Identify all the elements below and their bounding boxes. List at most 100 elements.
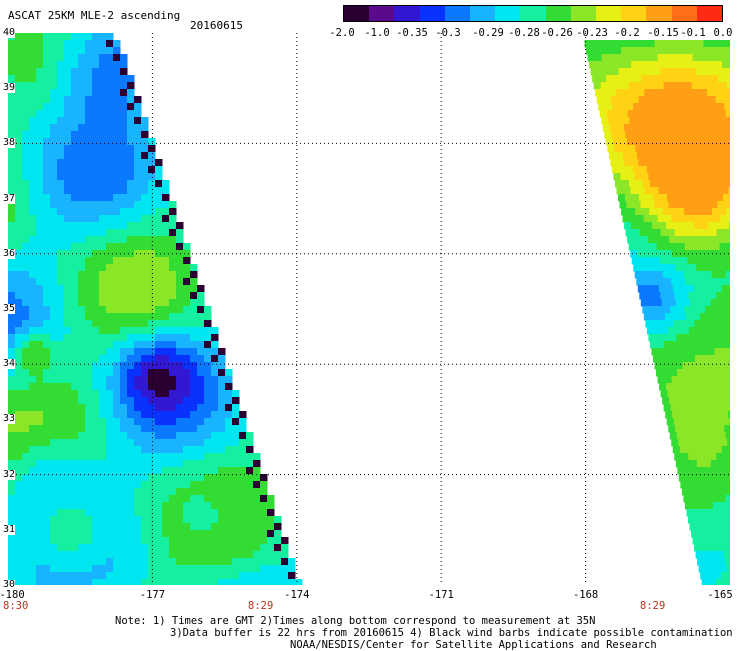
swath-cell [29, 523, 37, 531]
swath-cell [85, 47, 93, 55]
swath-cell [705, 467, 713, 475]
swath-cell [8, 509, 16, 517]
swath-cell [78, 488, 86, 496]
swath-cell [120, 299, 128, 307]
swath-cell [106, 313, 114, 321]
swath-cell [678, 439, 686, 447]
swath-cell [78, 348, 86, 356]
swath-cell [695, 96, 703, 104]
swath-cell [99, 579, 107, 585]
swath-cell [702, 453, 710, 461]
swath-cell [15, 54, 23, 62]
swath-cell [705, 369, 713, 377]
swath-cell [15, 299, 23, 307]
swath-cell [632, 131, 640, 139]
swath-cell [22, 320, 30, 328]
swath-cell [169, 299, 177, 307]
swath-cell [113, 152, 121, 160]
swath-cell [722, 159, 730, 167]
swath-cell [78, 565, 86, 573]
swath-cell [703, 264, 711, 272]
swath-cell [50, 425, 58, 433]
swath-cell [253, 502, 261, 510]
swath-cell [113, 404, 121, 412]
swath-cell [694, 544, 702, 552]
swath-cell [92, 418, 100, 426]
swath-cell [148, 236, 156, 244]
swath-cell [57, 229, 65, 237]
swath-cell [106, 341, 114, 349]
swath-cell [57, 110, 65, 118]
swath-cell [678, 180, 686, 188]
swath-cell [106, 404, 114, 412]
swath-cell [665, 348, 673, 356]
swath-cell [71, 285, 79, 293]
swath-cell [43, 208, 51, 216]
swath-cell [650, 117, 658, 125]
swath-cell [29, 264, 37, 272]
swath-cell [655, 362, 663, 370]
swath-cell [628, 47, 636, 55]
swath-cell [658, 215, 666, 223]
swath-cell [169, 432, 177, 440]
swath-cell [678, 243, 686, 251]
swath-cell [71, 68, 79, 76]
swath-cell [43, 257, 51, 265]
swath-cell [22, 418, 30, 426]
swath-cell [134, 138, 142, 146]
swath-cell [15, 110, 23, 118]
swath-cell [169, 446, 177, 454]
swath-cell [705, 306, 713, 314]
swath-cell [211, 537, 219, 545]
swath-cell [613, 173, 621, 181]
swath-cell [197, 327, 205, 335]
swath-cell [141, 124, 149, 132]
swath-cell [15, 495, 23, 503]
swath-cell [239, 411, 247, 419]
swath-cell [113, 194, 121, 202]
swath-cell [106, 544, 114, 552]
swath-cell [727, 243, 730, 251]
swath-cell [64, 285, 72, 293]
swath-cell [176, 222, 184, 230]
swath-cell [113, 40, 121, 48]
swath-cell [127, 502, 135, 510]
swath-cell [687, 124, 695, 132]
swath-cell [92, 404, 100, 412]
swath-cell [225, 439, 233, 447]
swath-cell [211, 516, 219, 524]
swath-cell [85, 236, 93, 244]
swath-cell [120, 54, 128, 62]
swath-cell [676, 40, 684, 48]
swath-cell [728, 376, 730, 384]
swath-cell [29, 54, 37, 62]
swath-cell [661, 264, 669, 272]
swath-cell [134, 530, 142, 538]
swath-cell [141, 222, 149, 230]
swath-cell [64, 530, 72, 538]
swath-cell [662, 173, 670, 181]
swath-cell [127, 96, 135, 104]
swath-cell [155, 544, 163, 552]
swath-cell [197, 376, 205, 384]
swath-cell [672, 250, 680, 258]
swath-cell [727, 341, 730, 349]
swath-cell [693, 313, 701, 321]
swath-cell [190, 537, 198, 545]
swath-cell [728, 572, 730, 580]
swath-cell [718, 173, 726, 181]
swath-cell [50, 432, 58, 440]
swath-cell [724, 390, 730, 398]
swath-cell [709, 194, 717, 202]
swath-cell [717, 103, 725, 111]
swath-cell [211, 383, 219, 391]
swath-cell [22, 292, 30, 300]
swath-cell [120, 369, 128, 377]
swath-cell [8, 544, 16, 552]
swath-cell [716, 194, 724, 202]
swath-cell [162, 187, 170, 195]
swath-cell [706, 278, 714, 286]
swath-cell [43, 47, 51, 55]
swath-cell [709, 453, 717, 461]
swath-cell [15, 341, 23, 349]
